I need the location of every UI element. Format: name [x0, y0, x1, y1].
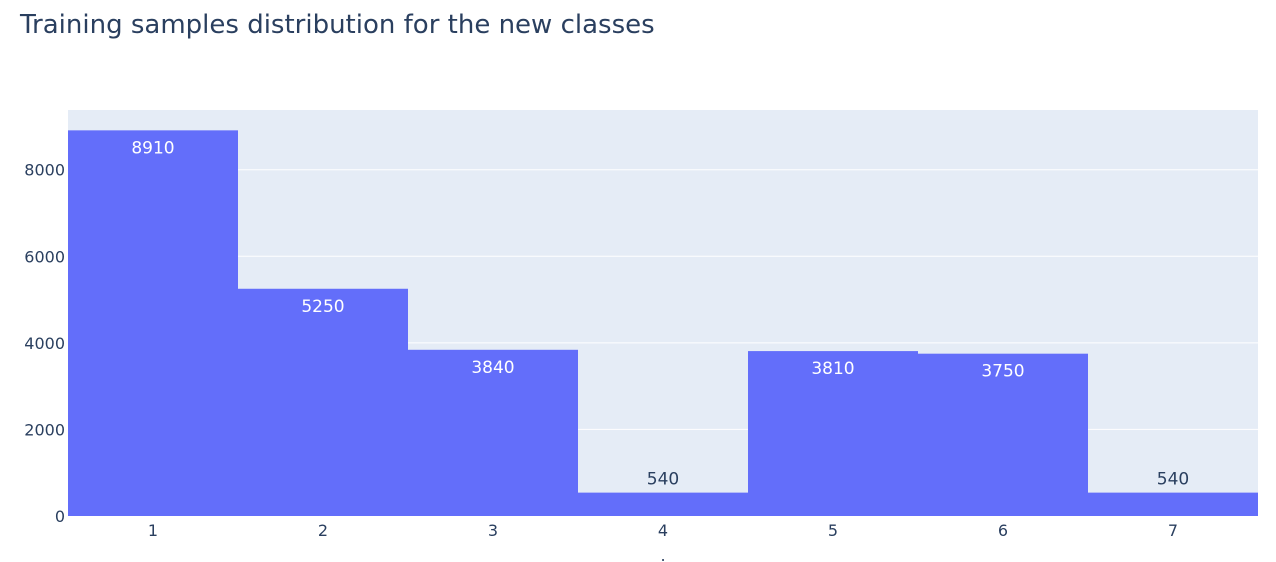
data-label-7: 540	[1157, 470, 1189, 490]
data-label-2: 5250	[301, 297, 344, 317]
bar-2	[238, 288, 408, 516]
y-tick-label: 4000	[24, 334, 65, 353]
x-tick-label: 1	[148, 521, 158, 540]
data-label-6: 3750	[981, 362, 1024, 382]
y-tick-label: 8000	[24, 161, 65, 180]
x-tick-label: 4	[658, 521, 668, 540]
bar-3	[408, 349, 578, 516]
data-label-1: 8910	[131, 138, 174, 158]
y-tick-label: 6000	[24, 247, 65, 266]
bars	[68, 130, 1258, 517]
bar-6	[918, 353, 1088, 516]
data-label-3: 3840	[471, 358, 514, 378]
x-tick-label: 5	[828, 521, 838, 540]
data-label-5: 3810	[811, 359, 854, 379]
x-tick-label: 3	[488, 521, 498, 540]
data-labels: 8910 5250 3840 540 3810 3750 540	[131, 138, 1189, 489]
bar-1	[68, 130, 238, 517]
chart-title: Training samples distribution for the ne…	[20, 10, 655, 40]
data-label-4: 540	[647, 470, 679, 490]
x-tick-label: 2	[318, 521, 328, 540]
y-tick-label: 2000	[24, 420, 65, 439]
x-tick-label: 7	[1168, 521, 1178, 540]
y-tick-label: 0	[55, 507, 65, 526]
y-axis-ticks: 0 2000 4000 6000 8000	[24, 161, 65, 526]
bar-4	[578, 492, 748, 516]
bar-5	[748, 351, 918, 516]
bar-7	[1088, 492, 1258, 516]
x-tick-label: 6	[998, 521, 1008, 540]
x-axis-ticks: 1 2 3 4 5 6 7	[148, 521, 1178, 540]
x-axis-label: .	[660, 546, 665, 562]
